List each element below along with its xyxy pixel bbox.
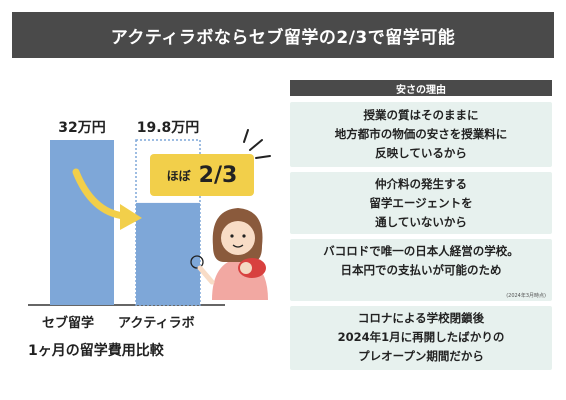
reason-4-line-3: プレオープン期間だから — [358, 349, 484, 363]
bar-value-label-1: 19.8万円 — [137, 120, 200, 136]
reason-card-2: 仲介料の発生する 留学エージェントを 通していないから — [290, 172, 552, 234]
reason-4-line-2: 2024年1月に再開したばかりの — [337, 330, 505, 344]
reason-2-line-2: 留学エージェントを — [369, 196, 473, 210]
reason-card-1: 授業の質はそのままに 地方都市の物価の安さを授業料に 反映しているから — [290, 102, 552, 167]
sparkle-line-2 — [255, 155, 271, 159]
reasons-header: 安さの理由 — [290, 80, 552, 96]
reduction-arrow — [72, 168, 128, 220]
woman-face — [221, 221, 255, 255]
reason-2-line-1: 仲介料の発生する — [375, 177, 467, 191]
sparkle-line-3 — [243, 129, 249, 143]
woman-eye-right — [242, 234, 246, 238]
ratio-badge: ほぼ 2/3 — [150, 154, 254, 196]
bar-0 — [50, 140, 114, 305]
reason-1-line-1: 授業の質はそのままに — [363, 108, 479, 122]
category-label-actilab: アクティラボ — [118, 316, 195, 331]
reason-1-line-2: 地方都市の物価の安さを授業料に — [334, 127, 508, 141]
reason-3-line-2: 日本円での支払いが可能のため — [340, 263, 502, 277]
sparkle-line-1 — [249, 139, 263, 151]
ratio-badge-prefix: ほぼ — [166, 168, 191, 183]
category-label-cebu: セブ留学 — [42, 316, 95, 331]
reason-3-note: (2024年3月時点) — [506, 293, 546, 299]
reason-2-line-3: 通していないから — [375, 215, 467, 229]
reason-4-line-1: コロナによる学校閉鎖後 — [357, 311, 485, 325]
woman-arm — [197, 265, 215, 285]
woman-eye-left — [230, 234, 234, 238]
ok-hand-gesture — [190, 255, 204, 269]
reason-3-line-1: バコロドで唯一の日本人経営の学校。 — [323, 244, 519, 258]
woman-hand — [240, 262, 252, 274]
page-title: アクティラボならセブ留学の2/3で留学可能 — [12, 12, 554, 58]
ratio-badge-value: 2/3 — [198, 162, 238, 188]
reduction-arrowhead — [120, 204, 142, 230]
bar-value-label-0: 32万円 — [58, 120, 105, 136]
chart-caption: 1ヶ月の留学費用比較 — [28, 343, 164, 359]
bar-1 — [136, 202, 200, 305]
reason-1-line-3: 反映しているから — [375, 146, 467, 160]
reason-card-4: コロナによる学校閉鎖後 2024年1月に再開したばかりの プレオープン期間だから — [290, 306, 552, 370]
woman-smile — [232, 244, 244, 248]
reason-card-3: バコロドで唯一の日本人経営の学校。 日本円での支払いが可能のため (2024年3… — [290, 239, 552, 301]
